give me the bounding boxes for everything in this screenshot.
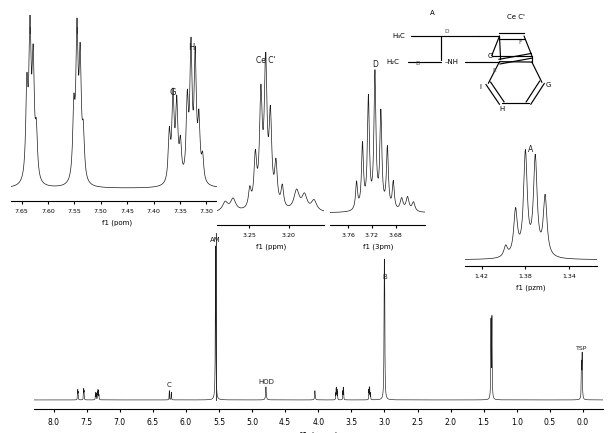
Text: O: O bbox=[488, 53, 493, 59]
Text: H: H bbox=[499, 106, 504, 112]
X-axis label: f1 (pom): f1 (pom) bbox=[102, 220, 132, 226]
Text: F: F bbox=[518, 40, 521, 45]
Text: I: I bbox=[75, 27, 78, 36]
Text: H: H bbox=[188, 43, 195, 52]
Text: A: A bbox=[430, 10, 435, 16]
Text: I: I bbox=[28, 27, 30, 36]
Text: C: C bbox=[167, 382, 172, 388]
Text: HOD: HOD bbox=[258, 378, 274, 385]
X-axis label: f1 (ppm): f1 (ppm) bbox=[299, 432, 338, 433]
X-axis label: f1 (pzm): f1 (pzm) bbox=[516, 284, 546, 291]
Text: G: G bbox=[546, 82, 551, 88]
Text: TSP: TSP bbox=[576, 346, 588, 351]
Text: B: B bbox=[382, 274, 387, 280]
Text: H₂C: H₂C bbox=[387, 58, 400, 65]
Text: Ce C': Ce C' bbox=[256, 56, 275, 65]
Text: G: G bbox=[170, 88, 176, 97]
X-axis label: f1 (ppm): f1 (ppm) bbox=[256, 243, 286, 250]
Text: Ce C': Ce C' bbox=[507, 14, 525, 20]
Text: I: I bbox=[479, 84, 482, 90]
Text: AM: AM bbox=[210, 237, 221, 243]
Text: D: D bbox=[416, 61, 420, 66]
Text: D: D bbox=[445, 29, 449, 34]
Text: D: D bbox=[372, 60, 378, 69]
Text: A: A bbox=[528, 145, 534, 154]
Text: H₃C: H₃C bbox=[392, 33, 405, 39]
X-axis label: f1 (3pm): f1 (3pm) bbox=[363, 243, 393, 250]
Text: E: E bbox=[492, 68, 496, 74]
Text: –NH: –NH bbox=[445, 58, 459, 65]
